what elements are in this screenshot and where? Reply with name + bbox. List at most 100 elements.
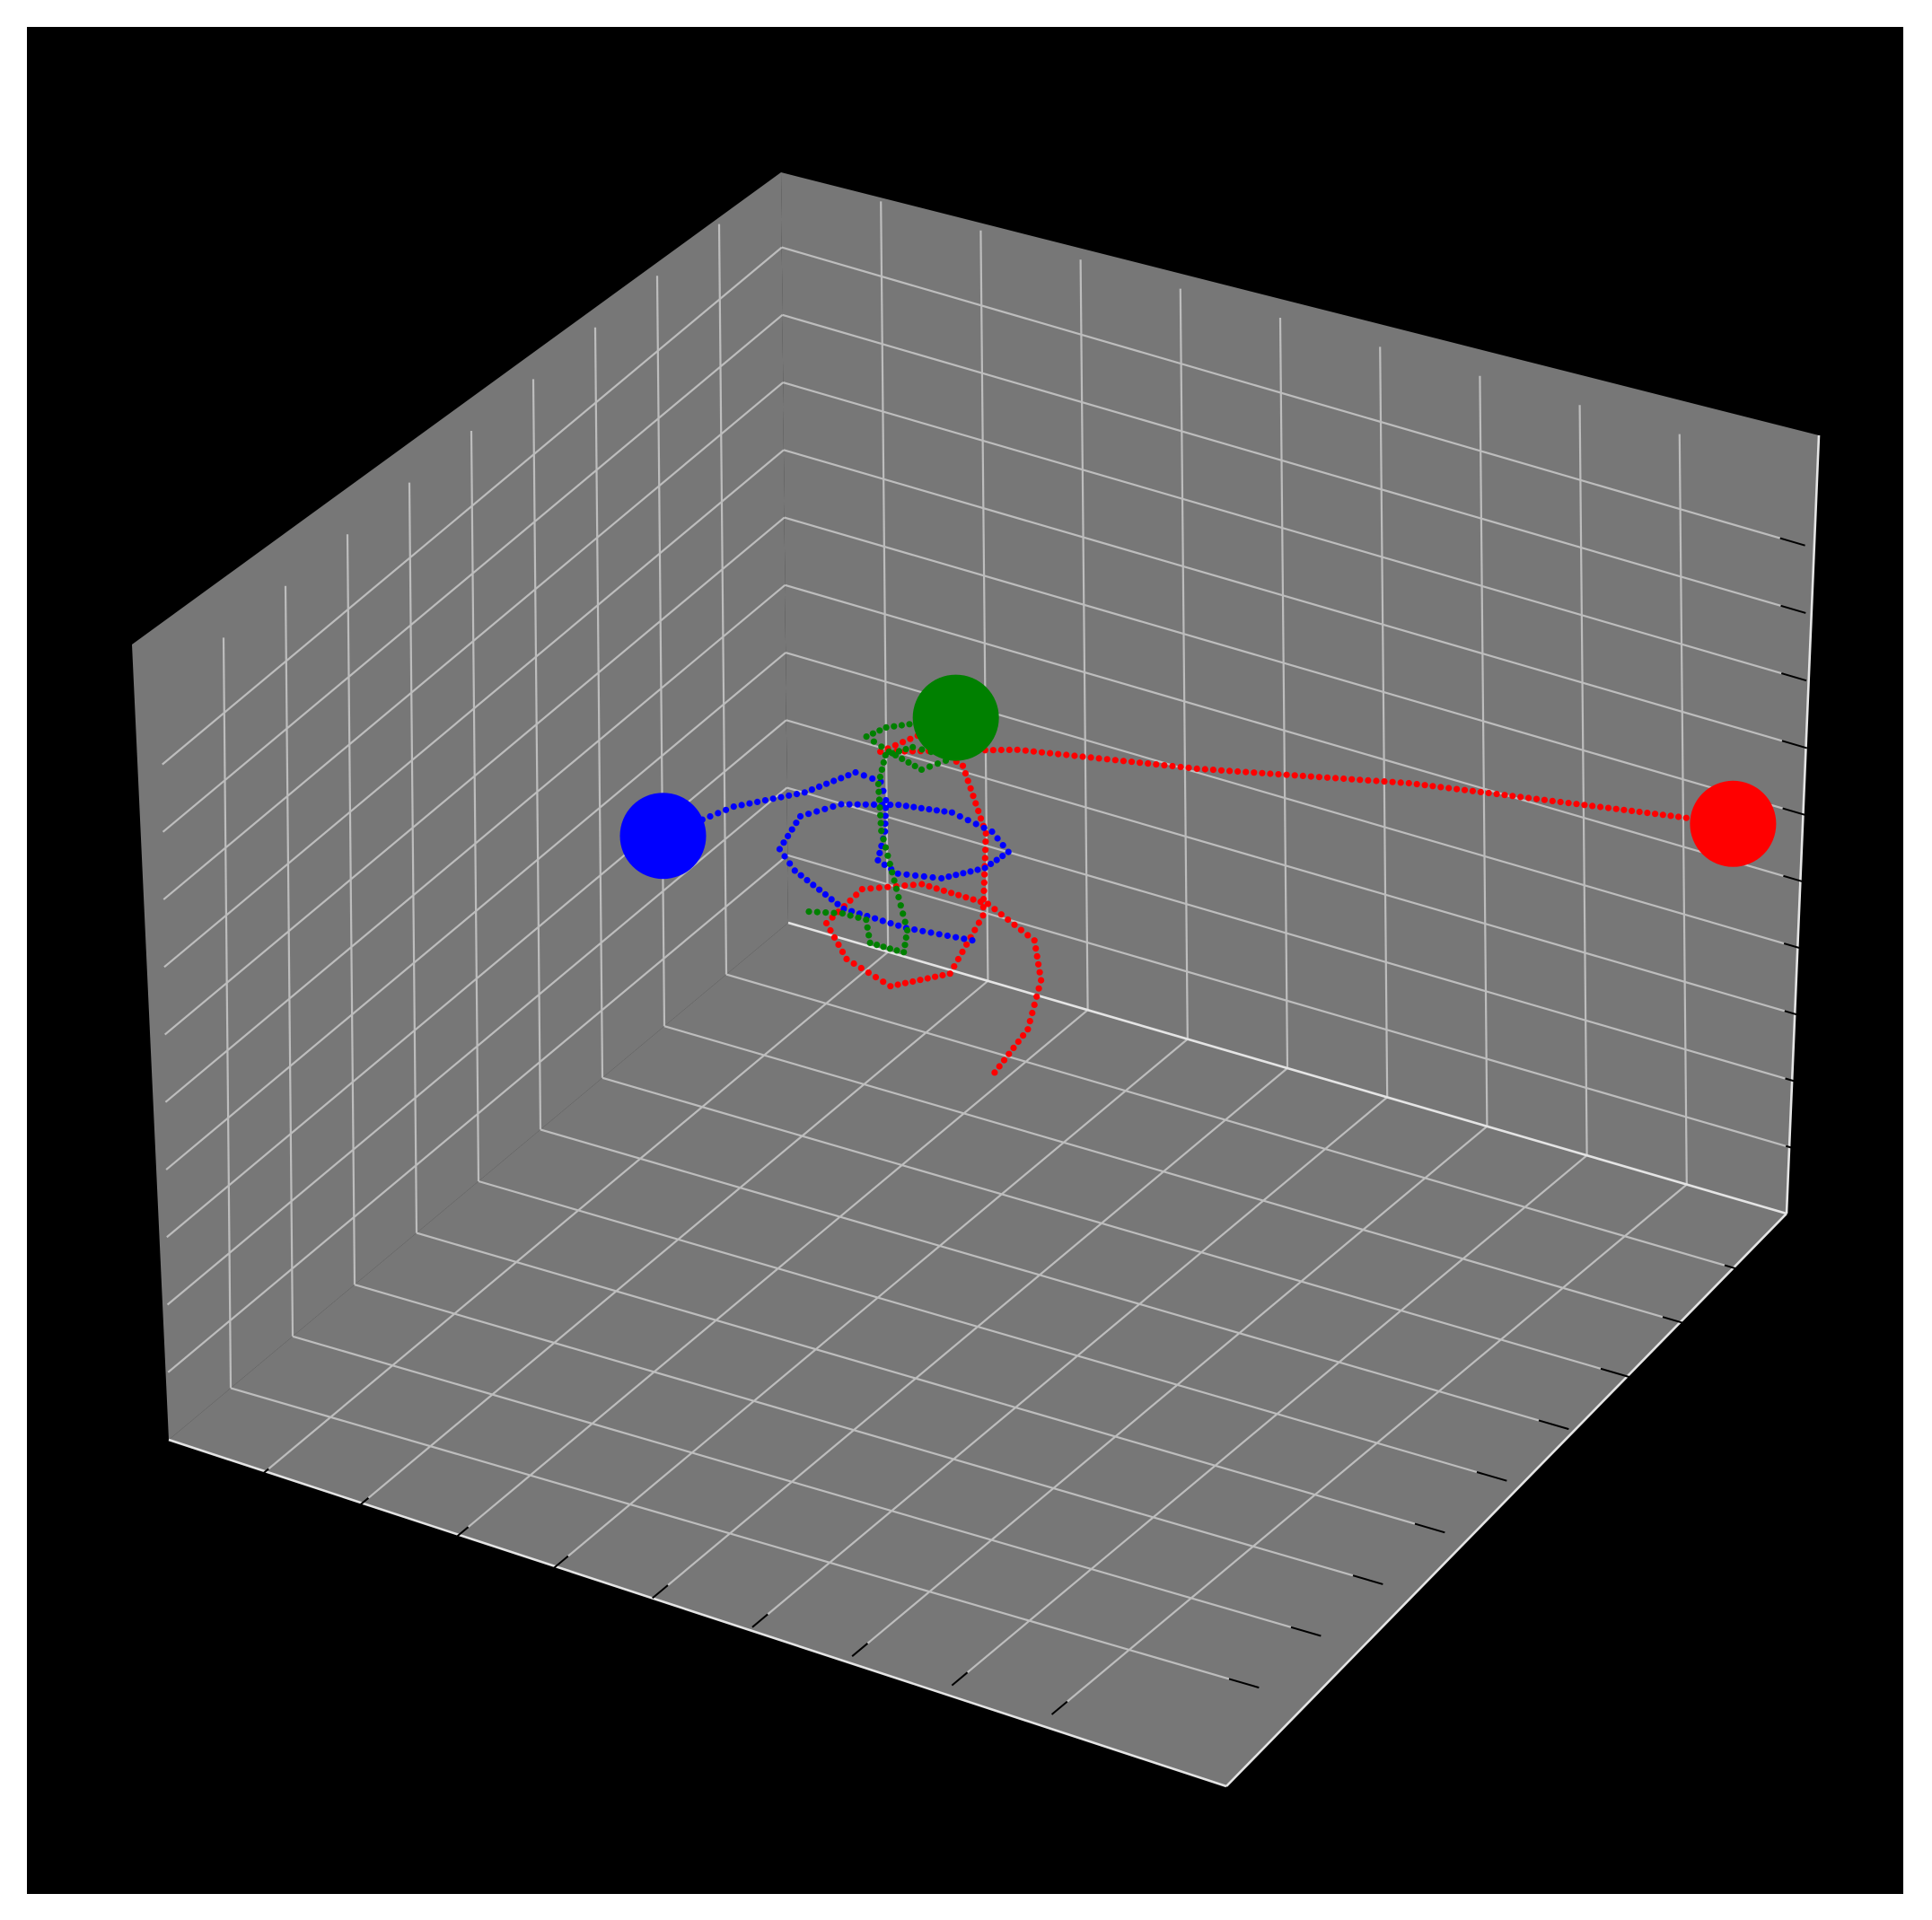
- trail-dot-s1: [815, 783, 823, 791]
- trail-dot-s1: [862, 801, 869, 808]
- wall-gridline-yz-6: [163, 449, 785, 969]
- trail-dot-s0: [1629, 807, 1636, 815]
- back-right-pane: [781, 172, 1819, 1214]
- wall-gridline-x-5: [1379, 346, 1389, 1098]
- trail-dot-s0: [1128, 758, 1136, 766]
- z-tick-2: [1784, 1010, 1810, 1020]
- trail-dot-s1: [810, 881, 817, 889]
- trail-dot-s0: [977, 815, 985, 822]
- wall-gridline-x-0: [880, 201, 890, 952]
- trail-dot-s1: [769, 795, 777, 802]
- trail-dot-s0: [1283, 771, 1290, 778]
- y-tick-3: [1538, 1419, 1569, 1431]
- trail-dot-s1: [786, 860, 794, 867]
- trail-dot-s1: [821, 805, 829, 812]
- trail-dot-s2: [882, 844, 890, 851]
- x-tick-0: [252, 1468, 269, 1483]
- y-tick-1: [1662, 1316, 1693, 1327]
- trail-dot-s1: [887, 920, 894, 927]
- trail-dot-s1: [894, 870, 901, 877]
- trail-dot-s2: [901, 918, 909, 925]
- trail-dot-s2: [926, 763, 934, 770]
- trail-dot-s0: [1030, 748, 1037, 755]
- wall-gridline-x-7: [1578, 405, 1588, 1156]
- trail-dot-s0: [1209, 767, 1216, 774]
- wall-gridline-x-4: [1278, 317, 1289, 1069]
- trail-dot-s1: [927, 929, 935, 936]
- trail-dot-s2: [876, 804, 883, 811]
- trail-dot-s1: [883, 804, 890, 811]
- back-left-pane: [132, 172, 788, 1440]
- trail-dot-s0: [1485, 789, 1492, 797]
- trail-dot-s0: [989, 747, 997, 754]
- trail-dot-s0: [1071, 752, 1078, 759]
- x-tick-1: [352, 1497, 370, 1512]
- floor-gridline-y-1: [663, 1025, 1664, 1319]
- floor-gridline-y-8: [230, 1387, 1230, 1680]
- trail-dot-s1: [715, 810, 722, 817]
- trail-dot-s1: [846, 801, 853, 808]
- trail-dot-s0: [1565, 800, 1572, 807]
- trail-dot-s0: [991, 906, 998, 913]
- wall-gridline-y-1: [655, 276, 666, 1027]
- z-tick-4: [1783, 874, 1809, 884]
- y-axis-edge: [1225, 1213, 1787, 1787]
- trail-dot-s0: [1063, 751, 1070, 758]
- trail-dot-s1: [876, 849, 883, 857]
- x-tick-2: [452, 1526, 470, 1541]
- body-marker-s0: [1690, 780, 1777, 867]
- trail-dot-s2: [855, 914, 862, 921]
- trail-dot-s1: [793, 820, 800, 827]
- trail-dot-s0: [865, 969, 873, 977]
- trail-dot-s2: [874, 780, 883, 788]
- trail-dot-s0: [1145, 760, 1152, 767]
- trail-dot-s2: [877, 820, 884, 827]
- trail-dot-s0: [1243, 768, 1250, 776]
- trail-dot-s0: [1217, 767, 1225, 774]
- trail-dot-s0: [964, 777, 971, 785]
- trail-dot-s0: [1437, 784, 1445, 791]
- trail-dot-s0: [982, 838, 989, 846]
- wall-gridline-yz-4: [164, 583, 786, 1103]
- body-marker-s2: [912, 674, 999, 761]
- trail-dot-s0: [872, 974, 880, 981]
- trail-dot-s0: [1589, 802, 1596, 810]
- trail-dot-s1: [834, 900, 841, 907]
- trail-dot-s0: [1469, 787, 1476, 794]
- trail-dot-s1: [869, 775, 876, 783]
- body-marker-s1: [619, 793, 707, 880]
- trail-dot-s0: [1644, 810, 1651, 817]
- trail-dot-s1: [960, 870, 967, 877]
- trail-dot-s0: [850, 960, 857, 968]
- trail-dot-s2: [909, 743, 917, 751]
- y-tick-4: [1476, 1471, 1507, 1482]
- trail-dot-s0: [1259, 769, 1266, 776]
- trail-dot-s0: [924, 975, 931, 982]
- trail-dot-s0: [1055, 750, 1062, 758]
- trail-dot-s1: [754, 798, 761, 806]
- trail-dot-s2: [918, 746, 926, 753]
- trail-dot-s0: [1111, 757, 1119, 764]
- trail-dot-s1: [929, 873, 936, 881]
- floor-gridline-y-6: [354, 1284, 1354, 1577]
- trail-dot-s0: [1031, 937, 1038, 944]
- trail-dot-s1: [801, 789, 808, 796]
- trail-dot-s0: [940, 887, 947, 894]
- trail-dot-s1: [854, 801, 861, 808]
- wall-gridline-xz-8: [782, 313, 1781, 607]
- trail-dot-s1: [828, 896, 835, 903]
- y-tick-6: [1352, 1574, 1383, 1585]
- trail-dot-s0: [1251, 769, 1258, 776]
- trail-dot-s1: [852, 768, 859, 776]
- trail-dot-s0: [980, 879, 988, 886]
- trail-dot-s0: [839, 948, 847, 955]
- current-positions: [619, 674, 1777, 880]
- trail-dot-s0: [1201, 766, 1208, 773]
- wall-gridline-yz-5: [163, 516, 786, 1036]
- trail-dot-s1: [993, 856, 1000, 864]
- trail-dot-s0: [1026, 1018, 1033, 1025]
- y-tick-7: [1290, 1626, 1322, 1637]
- trail-dot-s0: [858, 886, 865, 893]
- floor-gridline-y-0: [725, 973, 1726, 1267]
- trail-dot-s2: [863, 916, 870, 924]
